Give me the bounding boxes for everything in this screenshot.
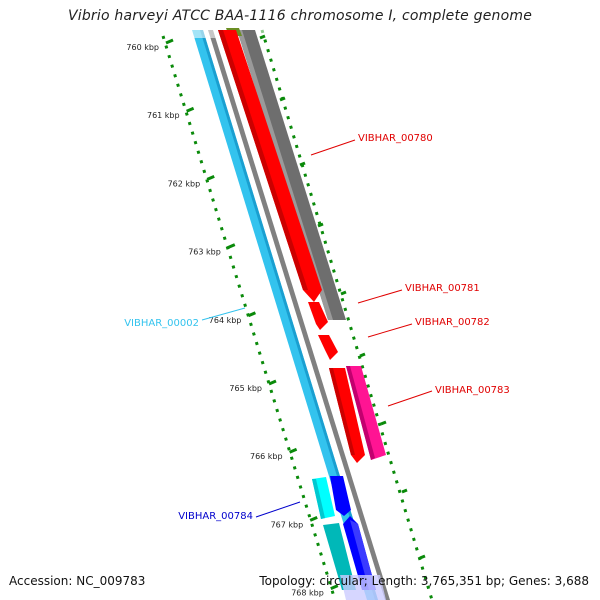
outer-tick-dotted-line (161, 35, 337, 600)
ruler-tick (289, 447, 298, 454)
ruler-tick (330, 584, 339, 590)
gene-vibhar-00782 (318, 335, 338, 360)
ruler-tick (227, 243, 236, 249)
feature-label: VIBHAR_00780 (358, 133, 433, 144)
feature-label: VIBHAR_00002 (124, 318, 199, 329)
right-dash-ticks (259, 34, 426, 560)
ruler-ticks: 760 kbp 761 kbp 762 kbp 763 kbp 764 kbp 765 k… (126, 38, 339, 598)
gene-vibhar-00783-red-shade (329, 368, 355, 455)
blue-gene-lower-light (350, 520, 376, 590)
callout-line-00780 (310, 139, 356, 156)
ruler-tick (186, 106, 195, 113)
ruler-label: 763 kbp (188, 248, 221, 257)
gray-backbone (208, 30, 390, 600)
gene-vibhar-00781 (308, 302, 328, 330)
ruler-label: 762 kbp (168, 179, 201, 188)
teal-gene (323, 523, 356, 590)
gene-vibhar-00780-shade (218, 30, 308, 290)
ruler-label: 764 kbp (209, 316, 242, 325)
pink-gene-shade (346, 366, 375, 460)
cyan-track-shade (200, 30, 378, 600)
ruler-tick (247, 311, 256, 318)
ruler-label: 767 kbp (271, 520, 304, 529)
gene-vibhar-00784 (330, 476, 351, 516)
callout-line-00002 (201, 307, 246, 321)
callout-line-00783 (387, 390, 433, 407)
ruler-label: 765 kbp (229, 384, 262, 393)
ruler-tick (206, 175, 215, 181)
ruler-label: 761 kbp (147, 111, 180, 120)
ruler-label: 766 kbp (250, 452, 283, 461)
callout-line-00782 (367, 323, 413, 338)
ruler-tick (268, 379, 277, 386)
ruler-label: 760 kbp (126, 43, 159, 52)
map-title: Vibrio harveyi ATCC BAA-1116 chromosome … (67, 8, 533, 24)
feature-label: VIBHAR_00783 (435, 385, 510, 396)
feature-label: VIBHAR_00781 (405, 283, 480, 294)
topology-summary: Topology: circular; Length: 3,765,351 bp… (259, 574, 589, 588)
ruler-tick (309, 516, 318, 522)
lavender-block (340, 575, 386, 600)
feature-label: VIBHAR_00782 (415, 317, 490, 328)
gray-gene-track-hl (237, 30, 333, 320)
feature-label: VIBHAR_00784 (178, 511, 253, 522)
accession-label: Accession: NC_009783 (9, 574, 146, 588)
cyan-gene-shade (312, 479, 325, 519)
ruler-label: 768 kbp (291, 589, 324, 598)
ruler-tick (165, 38, 174, 45)
callout-line-00781 (357, 289, 403, 304)
callout-line-00784 (255, 501, 301, 518)
callout-lines (201, 139, 433, 518)
